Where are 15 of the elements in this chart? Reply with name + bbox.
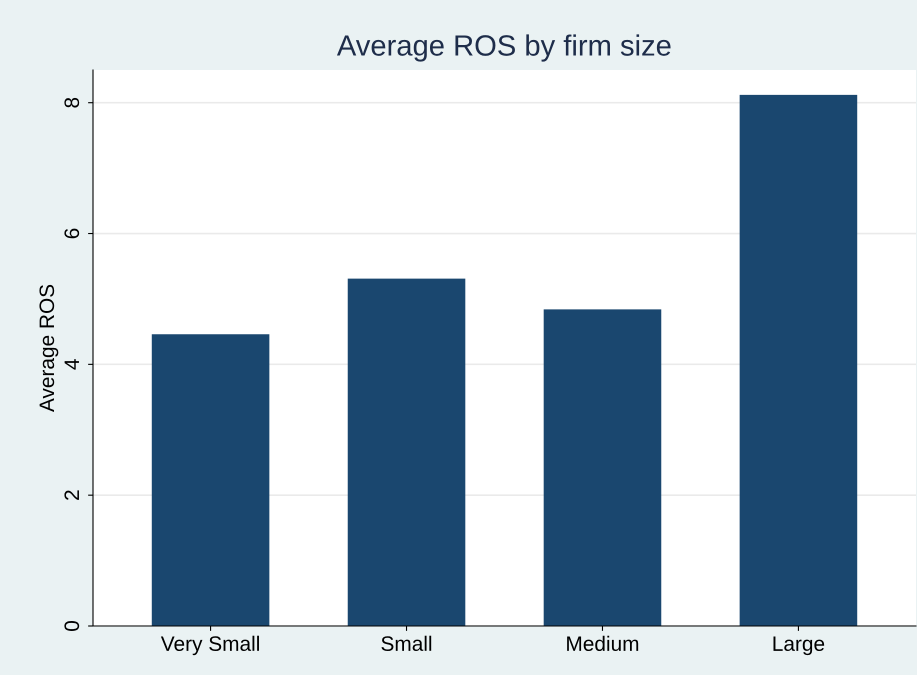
y-tick-label: 0 bbox=[64, 621, 80, 631]
y-tick-label: 2 bbox=[64, 490, 79, 500]
x-tick-label: Medium bbox=[567, 636, 638, 652]
chart-title: Average ROS by firm size bbox=[336, 34, 671, 62]
bar bbox=[348, 278, 466, 626]
bar bbox=[740, 94, 858, 626]
x-tick-label: Very Small bbox=[160, 636, 259, 656]
y-tick-label: 6 bbox=[64, 228, 80, 238]
y-axis-title: Average ROS bbox=[39, 284, 58, 412]
y-tick-label: 4 bbox=[64, 359, 79, 370]
x-tick-label: Large bbox=[774, 636, 824, 656]
y-tick-label: 8 bbox=[64, 98, 80, 108]
x-tick-label: Small bbox=[381, 636, 432, 652]
bar bbox=[152, 334, 270, 626]
bar bbox=[544, 309, 662, 626]
